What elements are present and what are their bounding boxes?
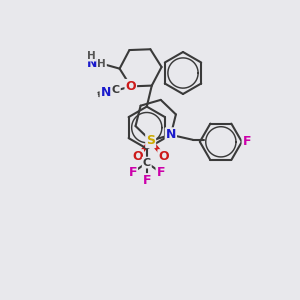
Text: F: F — [243, 135, 251, 148]
Text: O: O — [125, 80, 136, 93]
Text: N: N — [100, 86, 111, 99]
Text: H: H — [87, 51, 96, 61]
Text: H: H — [97, 58, 106, 69]
Text: C: C — [112, 85, 120, 95]
Text: F: F — [157, 166, 165, 179]
Text: F: F — [142, 174, 151, 187]
Text: C: C — [143, 158, 151, 168]
Text: N: N — [166, 128, 176, 141]
Text: S: S — [146, 134, 155, 147]
Text: N: N — [86, 57, 97, 70]
Text: O: O — [158, 150, 169, 163]
Text: O: O — [132, 150, 143, 163]
Text: F: F — [128, 166, 137, 179]
